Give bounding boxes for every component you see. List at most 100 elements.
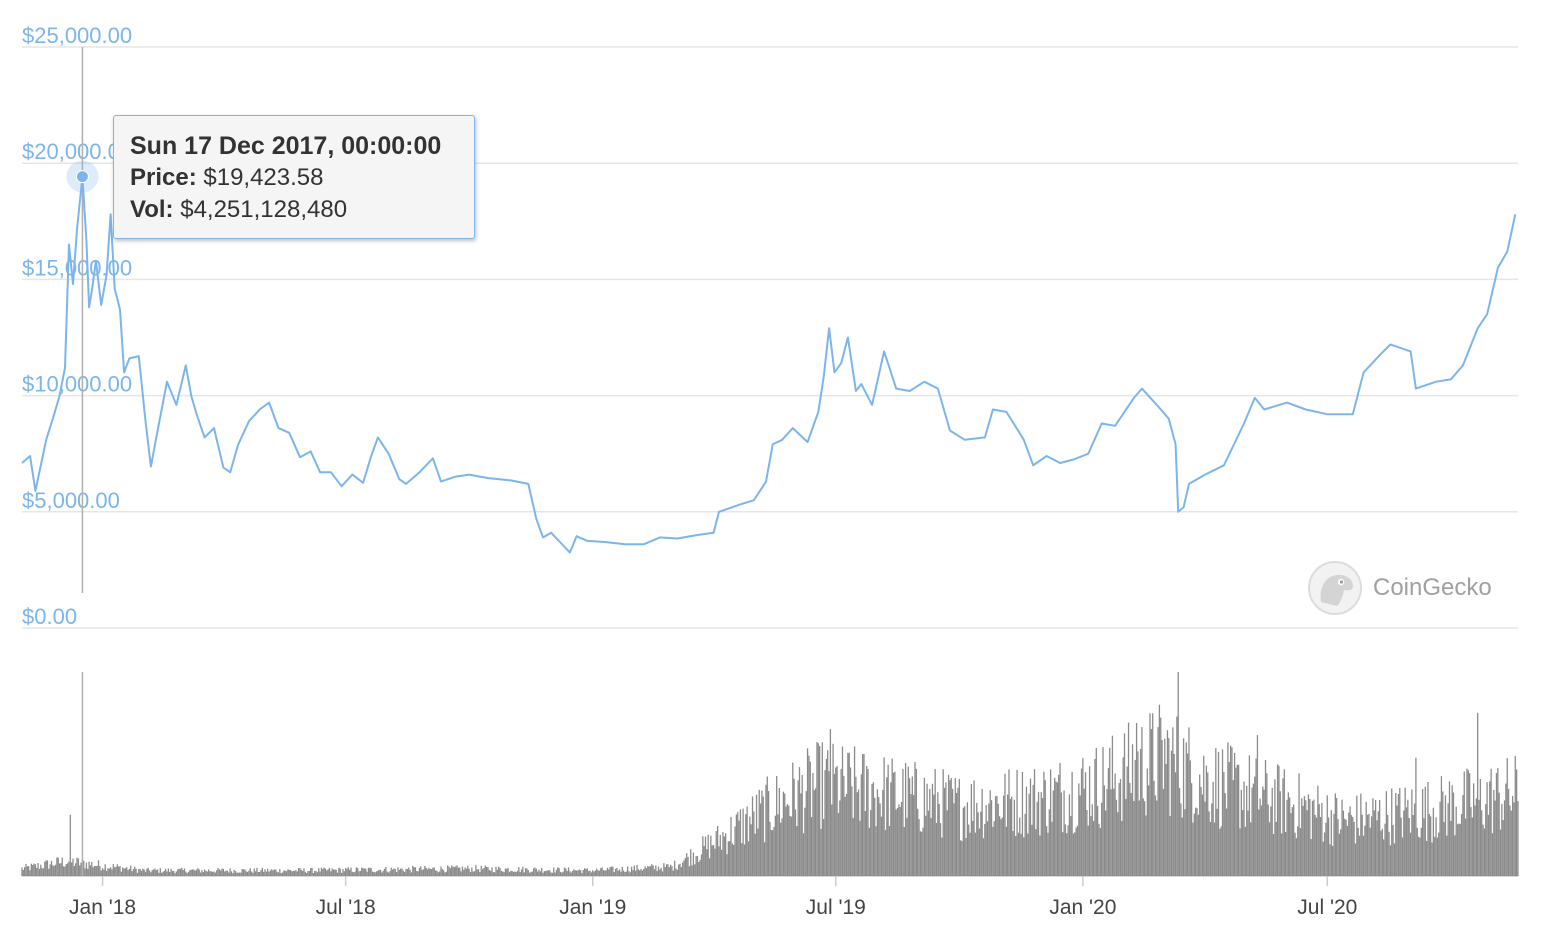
- volume-bar: [1299, 828, 1302, 876]
- volume-bar: [884, 829, 887, 876]
- volume-bar: [455, 866, 457, 876]
- volume-bar: [1451, 785, 1453, 876]
- volume-bar: [484, 865, 486, 876]
- volume-bar: [1232, 780, 1234, 876]
- volume-bar: [291, 871, 293, 876]
- volume-bar: [562, 871, 564, 876]
- hover-point[interactable]: [75, 170, 89, 184]
- volume-bar: [749, 816, 751, 876]
- volume-bar: [819, 746, 821, 876]
- volume-bar: [1075, 827, 1077, 876]
- volume-bar: [139, 869, 141, 876]
- volume-bar: [1290, 813, 1292, 876]
- volume-bar: [793, 778, 795, 876]
- volume-bar: [205, 870, 207, 876]
- watermark-text: CoinGecko: [1373, 574, 1492, 601]
- volume-bar: [1084, 772, 1087, 876]
- volume-bar: [578, 869, 580, 876]
- volume-bar: [859, 820, 861, 876]
- volume-bar: [459, 867, 461, 876]
- volume-bar: [1248, 755, 1251, 876]
- volume-bar: [1395, 792, 1397, 876]
- volume-bar: [134, 866, 136, 876]
- volume-bar: [982, 838, 985, 876]
- volume-bar: [1495, 773, 1498, 876]
- volume-bar: [89, 865, 92, 876]
- volume-bar: [879, 803, 881, 876]
- volume-bar: [669, 864, 672, 876]
- price-line[interactable]: [21, 175, 1517, 554]
- coingecko-watermark: CoinGecko: [1307, 560, 1492, 616]
- volume-bar: [1479, 779, 1482, 876]
- volume-bar: [585, 869, 587, 876]
- volume-bar: [817, 743, 819, 876]
- volume-bar: [1118, 783, 1120, 876]
- volume-bar: [1130, 793, 1132, 876]
- volume-bar: [792, 762, 794, 876]
- volume-bar: [1313, 799, 1315, 876]
- volume-bar: [1471, 817, 1473, 876]
- volume-bar: [265, 871, 268, 876]
- tooltip-vol-row: Vol: $4,251,128,480: [130, 194, 458, 226]
- volume-bar: [1317, 785, 1319, 876]
- volume-bar: [422, 869, 425, 876]
- volume-bar: [1243, 781, 1245, 876]
- volume-bar: [942, 769, 944, 876]
- volume-bar: [683, 860, 685, 876]
- tooltip-price-label: Price:: [130, 164, 197, 191]
- volume-bar: [894, 771, 896, 876]
- volume-bar: [1239, 828, 1241, 876]
- volume-bar: [21, 867, 23, 876]
- volume-bar: [1040, 792, 1042, 876]
- volume-bar: [1474, 805, 1476, 876]
- volume-bar: [130, 865, 132, 876]
- volume-bar: [99, 866, 101, 876]
- volume-bar: [853, 746, 856, 876]
- volume-bar: [759, 803, 762, 876]
- price-tick-label: $5,000.00: [22, 488, 120, 513]
- volume-bar: [1181, 817, 1183, 876]
- volume-bar: [531, 871, 533, 876]
- volume-bar: [1086, 810, 1088, 876]
- volume-bar: [655, 865, 657, 876]
- volume-bar: [33, 863, 35, 876]
- volume-bar: [61, 857, 63, 876]
- volume-bar: [1369, 827, 1371, 876]
- volume-bar: [1260, 805, 1263, 876]
- volume-bar: [1188, 727, 1190, 876]
- volume-bar: [1011, 796, 1013, 876]
- volume-bar: [487, 867, 489, 876]
- volume-bar: [968, 824, 970, 876]
- volume-bar: [62, 866, 65, 876]
- volume-bar: [989, 790, 991, 876]
- volume-bar: [1271, 787, 1273, 876]
- tooltip: Sun 17 Dec 2017, 00:00:00 Price: $19,423…: [113, 115, 475, 239]
- volume-bar: [1153, 780, 1155, 876]
- volume-bar: [1025, 786, 1028, 876]
- volume-bar: [426, 869, 429, 876]
- volume-bar: [128, 868, 131, 876]
- volume-bar: [1259, 798, 1261, 876]
- volume-bar: [1122, 757, 1124, 876]
- volume-bar: [910, 794, 912, 876]
- volume-bar: [1478, 799, 1480, 876]
- volume-bar: [836, 766, 838, 876]
- volume-bar: [541, 868, 543, 876]
- volume-bar: [755, 794, 758, 876]
- volume-bar: [664, 867, 666, 876]
- volume-bar: [1164, 738, 1166, 876]
- volume-bar: [770, 830, 772, 876]
- volume-bar: [848, 752, 850, 876]
- volume-bar: [202, 872, 204, 876]
- volume-bar: [1235, 767, 1237, 876]
- volume-bar: [915, 768, 917, 876]
- volume-bar: [911, 776, 913, 876]
- volume-bar: [1200, 786, 1202, 876]
- volume-bar: [555, 869, 558, 876]
- volume-bar: [636, 865, 638, 876]
- volume-bar: [1430, 816, 1432, 876]
- volume-bar: [727, 841, 729, 876]
- volume-bar: [476, 869, 478, 876]
- volume-bar: [883, 757, 885, 876]
- volume-bar: [594, 870, 597, 876]
